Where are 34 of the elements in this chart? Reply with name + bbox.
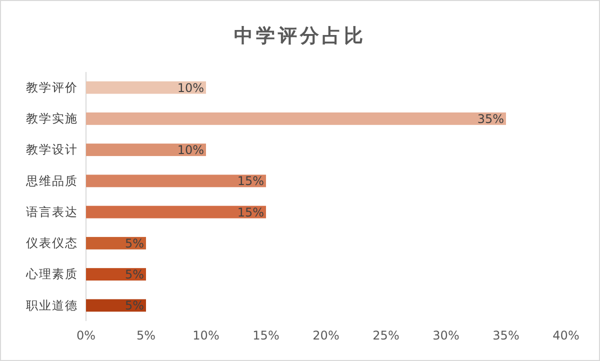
bar bbox=[86, 299, 146, 312]
x-tick-label: 5% bbox=[136, 328, 156, 343]
data-label: 35% bbox=[477, 112, 504, 126]
x-tick-label: 25% bbox=[372, 328, 400, 343]
y-tick-label: 教学设计 bbox=[26, 142, 78, 157]
x-tick-label: 0% bbox=[76, 328, 96, 343]
y-tick-label: 心理素质 bbox=[25, 267, 78, 282]
y-tick-label: 职业道德 bbox=[26, 298, 78, 312]
x-tick-label: 30% bbox=[432, 328, 460, 343]
data-label: 5% bbox=[124, 268, 144, 282]
data-label: 15% bbox=[237, 205, 264, 220]
x-tick-label: 35% bbox=[492, 328, 520, 343]
data-label: 5% bbox=[124, 298, 144, 313]
x-tick-label: 40% bbox=[552, 328, 580, 343]
bar bbox=[86, 174, 266, 188]
bar bbox=[86, 268, 146, 281]
bar bbox=[86, 112, 506, 125]
bar bbox=[86, 144, 206, 156]
data-label: 10% bbox=[177, 80, 204, 95]
x-tick-label: 20% bbox=[312, 328, 340, 343]
y-tick-label: 教学评价 bbox=[26, 80, 78, 94]
data-label: 15% bbox=[237, 174, 264, 188]
x-tick-label: 10% bbox=[192, 328, 220, 343]
bar bbox=[86, 206, 266, 218]
y-tick-label: 教学实施 bbox=[26, 112, 78, 126]
y-tick-label: 仪表仪态 bbox=[26, 236, 78, 250]
bar bbox=[86, 81, 206, 94]
y-tick-label: 语言表达 bbox=[26, 204, 78, 219]
data-label: 5% bbox=[124, 236, 144, 250]
x-tick-label: 15% bbox=[252, 328, 280, 343]
bar bbox=[86, 236, 146, 250]
chart-title: 中学评分占比 bbox=[234, 25, 366, 47]
data-label: 10% bbox=[177, 143, 204, 158]
y-tick-label: 思维品质 bbox=[25, 174, 78, 188]
